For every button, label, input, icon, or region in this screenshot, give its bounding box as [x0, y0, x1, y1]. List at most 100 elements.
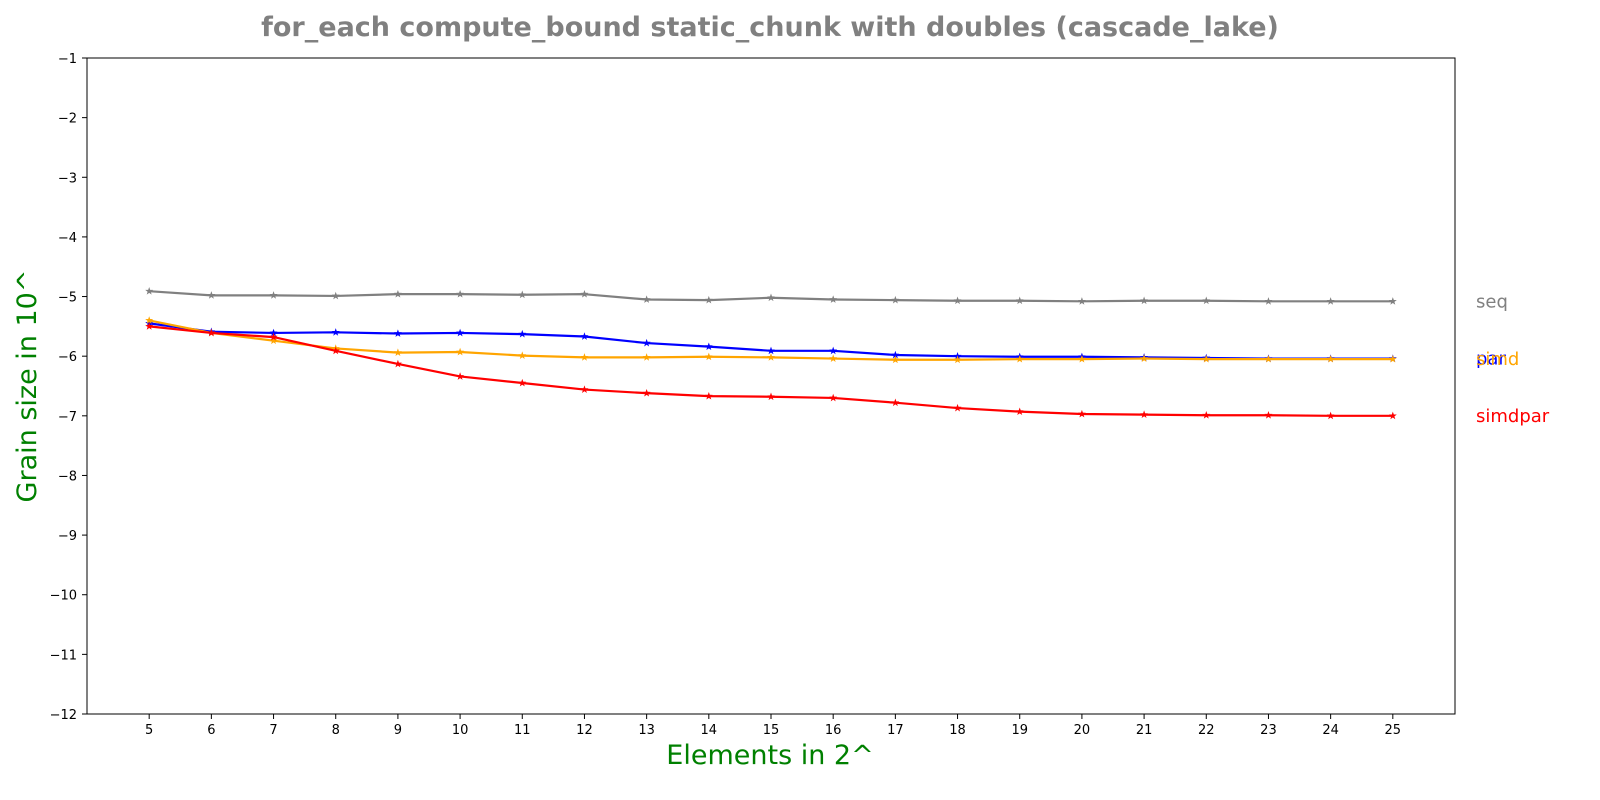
data-point-simd [1140, 354, 1149, 362]
series-label-simdpar: simdpar [1476, 406, 1550, 427]
x-tick-label: 9 [394, 723, 402, 738]
y-tick-label: −3 [58, 171, 77, 186]
chart-title: for_each compute_bound static_chunk with… [261, 12, 1279, 43]
data-point-seq [1140, 296, 1149, 305]
x-tick-label: 13 [638, 723, 655, 738]
x-tick-label: 20 [1074, 723, 1091, 738]
y-axis: −1 −2 −3 −4 −5 −6 −7 −8 −9 −10 −11 −12 [50, 52, 87, 723]
x-tick-label: 23 [1260, 723, 1277, 738]
data-point-par [891, 350, 900, 359]
series-label-par: par [1476, 349, 1506, 370]
data-point-seq [393, 289, 402, 298]
x-tick-label: 15 [763, 723, 780, 738]
x-tick-label: 17 [887, 723, 904, 738]
data-point-simdpar [1202, 411, 1211, 419]
data-point-simd [580, 353, 589, 361]
data-point-simdpar [953, 403, 962, 412]
data-point-simd [642, 353, 651, 361]
data-point-simd [1264, 354, 1273, 363]
data-point-simd [269, 336, 278, 345]
data-point-simd [393, 348, 402, 356]
data-point-simdpar [207, 328, 216, 337]
data-point-seq [953, 296, 962, 305]
y-tick-label: −2 [58, 112, 77, 127]
data-point-simdpar [1140, 410, 1149, 419]
data-point-par [393, 329, 402, 337]
y-tick-label: −8 [58, 469, 77, 484]
data-point-seq [518, 290, 527, 299]
data-point-simdpar [1326, 411, 1335, 420]
y-tick-label: −1 [58, 52, 77, 67]
data-point-par [829, 346, 838, 355]
data-point-seq [1077, 297, 1086, 305]
y-tick-label: −10 [50, 589, 77, 604]
x-axis: 5 6 7 8 9 10 11 12 13 14 15 16 17 18 19 20 21 22 23 24 25 [145, 714, 1401, 738]
data-point-seq [704, 295, 713, 304]
x-tick-label: 5 [145, 723, 153, 738]
x-tick-label: 22 [1198, 723, 1215, 738]
data-point-simdpar [331, 346, 340, 355]
data-point-simd [1202, 354, 1211, 363]
data-point-seq [829, 295, 838, 303]
data-point-simd [1326, 354, 1335, 363]
y-tick-label: −12 [50, 708, 77, 723]
data-point-seq [1388, 297, 1397, 305]
data-point-simdpar [145, 322, 154, 330]
x-axis-label: Elements in 2^ [666, 740, 873, 771]
x-tick-label: 11 [514, 723, 531, 738]
data-point-simd [829, 354, 838, 362]
data-point-seq [1015, 296, 1024, 305]
series-layer [145, 286, 1397, 420]
data-point-simdpar [269, 332, 278, 341]
data-point-par [331, 328, 340, 336]
data-point-seq [1326, 297, 1335, 305]
data-point-simd [1077, 354, 1086, 363]
y-axis-label: Grain size in 10^ [12, 270, 43, 503]
data-point-simdpar [704, 391, 713, 400]
data-point-simdpar [1015, 407, 1024, 416]
data-point-simd [1015, 354, 1024, 363]
data-point-simdpar [393, 359, 402, 368]
data-point-seq [269, 291, 278, 299]
data-point-par [642, 338, 651, 347]
data-point-par [269, 328, 278, 337]
data-point-simd [1388, 354, 1397, 363]
y-tick-label: −5 [58, 291, 77, 306]
plot-area [86, 57, 1456, 715]
data-point-seq [1264, 297, 1273, 305]
x-tick-label: 21 [1136, 723, 1153, 738]
x-tick-label: 12 [576, 723, 593, 738]
data-point-simdpar [829, 393, 838, 402]
x-tick-label: 14 [701, 723, 718, 738]
data-point-simdpar [1264, 411, 1273, 419]
data-point-simd [767, 353, 775, 361]
x-tick-label: 10 [452, 723, 469, 738]
data-point-simdpar [1388, 411, 1397, 420]
y-tick-label: −9 [58, 529, 77, 544]
y-tick-label: −6 [58, 350, 77, 365]
x-tick-label: 16 [825, 723, 842, 738]
data-point-simdpar [580, 385, 589, 393]
data-point-seq [767, 293, 775, 302]
data-point-simd [891, 355, 900, 364]
data-point-par [767, 346, 775, 355]
data-point-simdpar [518, 378, 527, 387]
data-point-simd [456, 347, 465, 356]
data-point-par [580, 332, 589, 340]
data-point-seq [331, 291, 340, 300]
x-tick-label: 7 [269, 723, 277, 738]
x-tick-label: 24 [1322, 723, 1339, 738]
y-tick-label: −4 [58, 231, 77, 246]
data-point-simdpar [1077, 409, 1086, 418]
data-point-simdpar [891, 398, 900, 407]
data-point-seq [145, 286, 154, 295]
data-point-par [456, 328, 465, 337]
data-point-seq [580, 289, 589, 298]
y-tick-label: −11 [50, 648, 77, 663]
series-label-simd: simd [1476, 349, 1519, 370]
data-point-seq [891, 295, 900, 304]
data-point-simdpar [642, 388, 651, 397]
data-point-seq [456, 289, 465, 298]
x-tick-label: 25 [1385, 723, 1402, 738]
